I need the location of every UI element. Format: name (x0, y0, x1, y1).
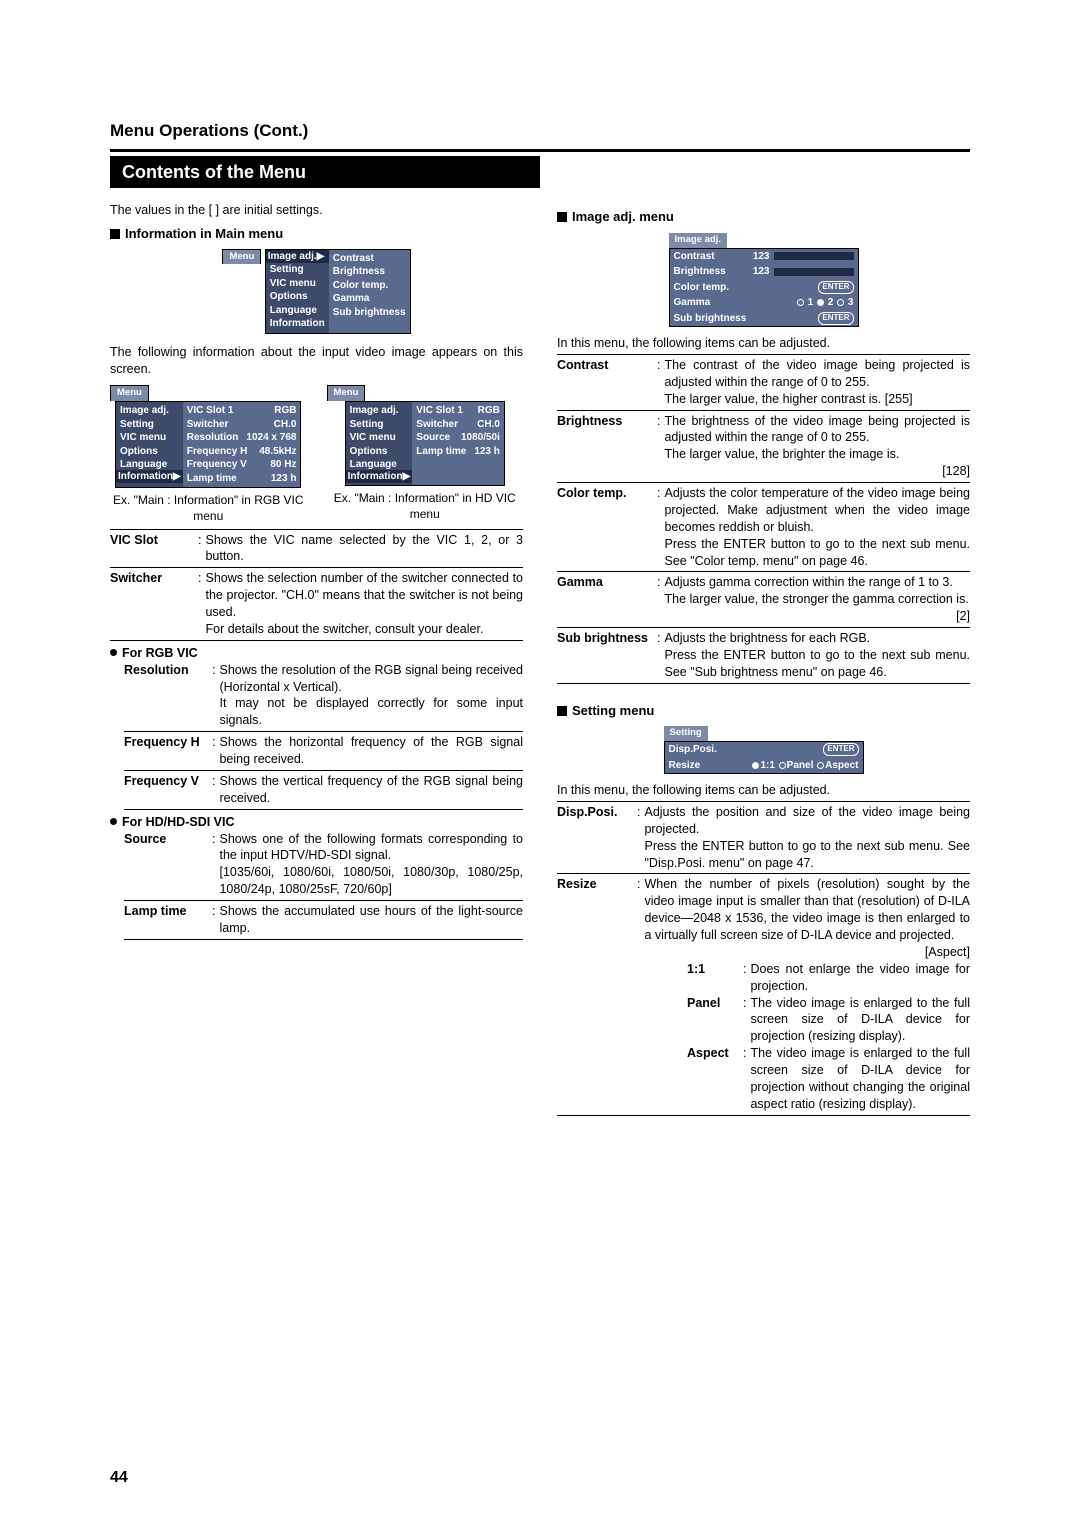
main-menu-figure: Menu Image adj.▶SettingVIC menuOptionsLa… (222, 247, 410, 334)
image-adj-intro: In this menu, the following items can be… (557, 335, 970, 352)
right-column: Image adj. menu Image adj. Contrast123Br… (557, 202, 970, 1117)
hd-menu-figure: Menu Image adj.SettingVIC menuOptionsLan… (327, 383, 524, 524)
image-adj-heading: Image adj. menu (557, 208, 970, 226)
setting-figure: Setting Disp.Posi.ENTERResize1:1 Panel A… (664, 723, 864, 774)
section-title: Menu Operations (Cont.) (110, 120, 970, 143)
info-main-heading: Information in Main menu (110, 225, 523, 243)
rule (110, 149, 970, 152)
rgb-heading: For RGB VIC (110, 645, 523, 662)
setting-heading: Setting menu (557, 702, 970, 720)
setting-intro: In this menu, the following items can be… (557, 782, 970, 799)
hd-heading: For HD/HD-SDI VIC (110, 814, 523, 831)
intro-left: The values in the [ ] are initial settin… (110, 202, 523, 219)
left-column: The values in the [ ] are initial settin… (110, 202, 523, 1117)
page-number: 44 (110, 1467, 128, 1489)
title-bar: Contents of the Menu (110, 156, 540, 188)
menu-tab: Menu (222, 249, 261, 265)
rgb-menu-figure: Menu Image adj.SettingVIC menuOptionsLan… (110, 383, 307, 524)
image-adj-figure: Image adj. Contrast123Brightness123Color… (669, 230, 859, 327)
left-paragraph: The following information about the inpu… (110, 344, 523, 378)
